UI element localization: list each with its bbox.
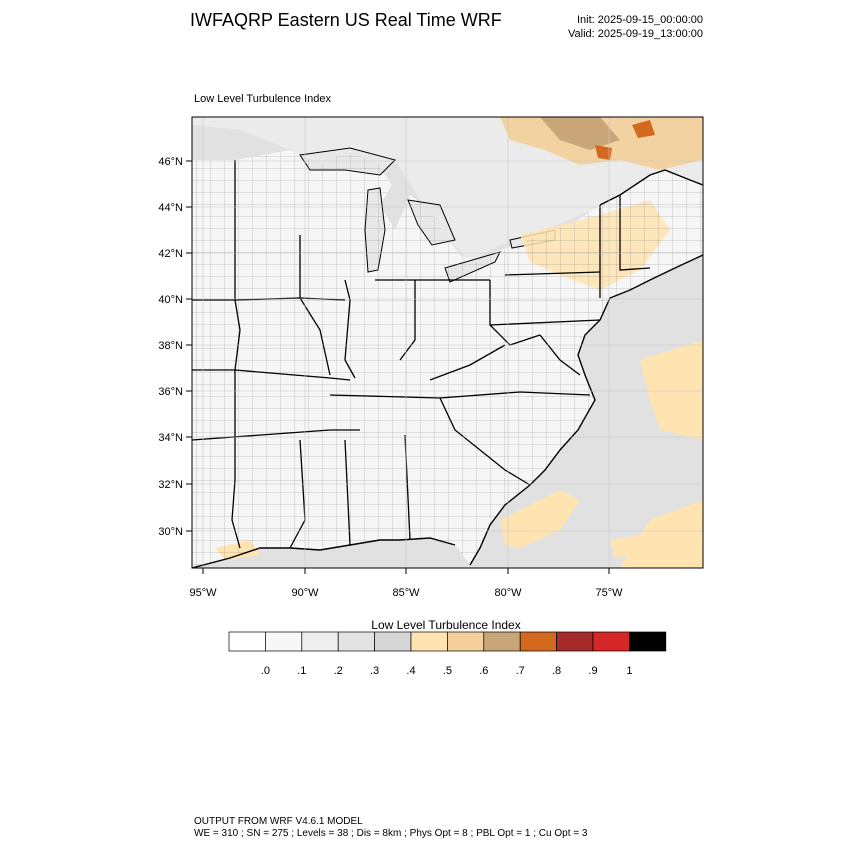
colorbar-swatch [447, 631, 485, 652]
turbulence-patch [632, 120, 655, 138]
colorbar-swatch [410, 631, 448, 652]
turbulence-patch [610, 535, 650, 558]
colorbar-swatch [374, 631, 412, 652]
turbulence-patch [500, 490, 580, 548]
lon-label: 85°W [392, 587, 420, 599]
lon-label: 75°W [595, 587, 623, 599]
colorbar-label: .6 [479, 665, 488, 677]
lat-label: 30°N [158, 526, 183, 538]
colorbar-label: .7 [516, 665, 525, 677]
map-border [191, 116, 704, 569]
colorbar-label: .1 [297, 665, 306, 677]
map-field [192, 117, 703, 568]
colorbar-swatch [301, 631, 339, 652]
axis-ticks [186, 160, 610, 574]
state-boundaries [192, 160, 651, 549]
colorbar-label: .0 [261, 665, 270, 677]
lat-label: 34°N [158, 432, 183, 444]
init-time: Init: 2025-09-15_00:00:00 [577, 14, 703, 26]
panel-label: Low Level Turbulence Index [194, 93, 331, 105]
valid-time: Valid: 2025-09-19_13:00:00 [568, 28, 703, 40]
lat-label: 36°N [158, 386, 183, 398]
colorbar-label: .9 [588, 665, 597, 677]
footer-line-1: OUTPUT FROM WRF V4.6.1 MODEL [194, 816, 363, 827]
colorbar-swatch [265, 631, 303, 652]
colorbar-label: .4 [406, 665, 415, 677]
colorbar-labels: .0 .1 .2 .3 .4 .5 .6 .7 .8 .9 1 [261, 665, 633, 677]
turbulence-patch [640, 340, 703, 440]
colorbar-title: Low Level Turbulence Index [371, 618, 521, 632]
lat-label: 44°N [158, 202, 183, 214]
colorbar-swatch [519, 631, 557, 652]
longitude-labels: 95°W 90°W 85°W 80°W 75°W [189, 587, 623, 599]
colorbar-swatch [228, 631, 266, 652]
lat-label: 42°N [158, 248, 183, 260]
colorbar-label: .5 [443, 665, 452, 677]
coastline [192, 169, 703, 568]
colorbar-label: .2 [334, 665, 343, 677]
colorbar-swatch [337, 631, 375, 652]
lat-label: 38°N [158, 340, 183, 352]
county-boundaries [192, 150, 703, 568]
map-title: IWFAQRP Eastern US Real Time WRF [190, 10, 502, 30]
lat-label: 32°N [158, 479, 183, 491]
lon-label: 95°W [189, 587, 217, 599]
run-times: Init: 2025-09-15_00:00:00 Valid: 2025-09… [568, 13, 703, 41]
turbulence-patch [595, 145, 612, 160]
graticule [192, 117, 703, 568]
colorbar-swatch [629, 631, 667, 652]
footer-line-2: WE = 310 ; SN = 275 ; Levels = 38 ; Dis … [194, 828, 588, 839]
lon-label: 80°W [494, 587, 522, 599]
colorbar-swatch [483, 631, 521, 652]
colorbar-swatch [592, 631, 630, 652]
colorbar-label: 1 [626, 665, 632, 677]
colorbar-swatch [556, 631, 594, 652]
colorbar-label: .8 [552, 665, 561, 677]
colorbar [228, 631, 667, 652]
lon-label: 90°W [291, 587, 319, 599]
lat-label: 40°N [158, 294, 183, 306]
latitude-labels: 46°N 44°N 42°N 40°N 38°N 36°N 34°N 32°N … [158, 156, 183, 538]
turbulence-patch [540, 117, 620, 150]
colorbar-label: .3 [370, 665, 379, 677]
lat-label: 46°N [158, 156, 183, 168]
model-footer: OUTPUT FROM WRF V4.6.1 MODEL WE = 310 ; … [194, 816, 587, 840]
